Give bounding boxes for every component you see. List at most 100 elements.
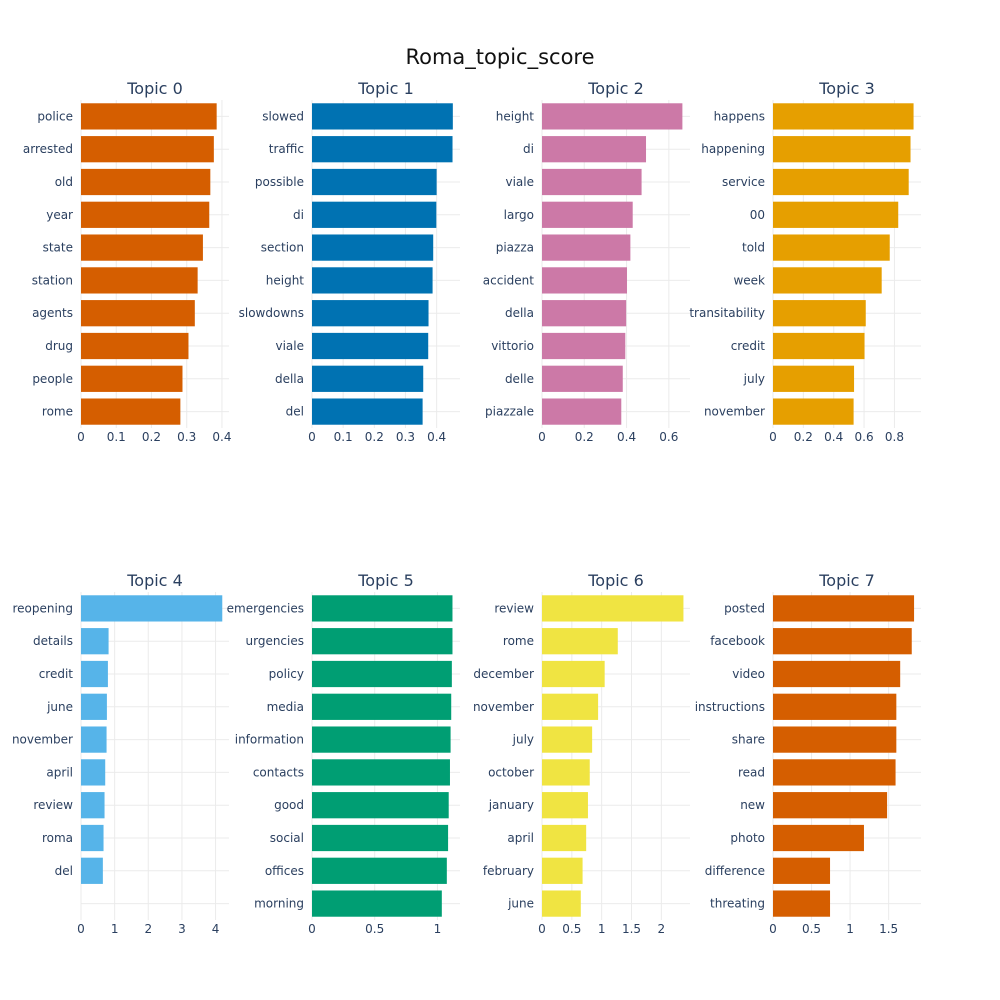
bar-policy xyxy=(312,660,452,688)
category-label: viale xyxy=(505,175,534,189)
bar-della xyxy=(542,300,627,327)
bar-video xyxy=(773,660,901,688)
x-tick-label: 0 xyxy=(77,922,85,936)
bar-told xyxy=(773,234,890,261)
bar-review xyxy=(81,792,105,819)
category-label: della xyxy=(505,306,534,320)
bar-police xyxy=(81,103,217,130)
x-tick-label: 0.6 xyxy=(855,430,874,444)
category-label: arrested xyxy=(23,142,73,156)
category-label: della xyxy=(275,372,304,386)
category-label: policy xyxy=(269,667,304,681)
bar-new xyxy=(773,792,888,819)
x-tick-label: 0.3 xyxy=(177,430,196,444)
category-label: photo xyxy=(730,831,765,845)
category-label: section xyxy=(261,241,304,255)
category-label: february xyxy=(483,864,534,878)
x-tick-label: 0 xyxy=(538,922,546,936)
bar-july xyxy=(773,365,855,392)
category-label: height xyxy=(496,109,535,123)
chart-title: Roma_topic_score xyxy=(405,45,594,70)
category-label: credit xyxy=(731,339,766,353)
category-label: july xyxy=(743,372,765,386)
bar-morning xyxy=(312,890,442,917)
category-label: urgencies xyxy=(246,634,305,648)
category-label: told xyxy=(742,241,765,255)
bar-possible xyxy=(312,168,437,196)
category-label: happening xyxy=(701,142,765,156)
x-tick-label: 0.2 xyxy=(365,430,384,444)
bar-old xyxy=(81,168,211,196)
panel-title: Topic 3 xyxy=(818,79,875,98)
bar-piazzale xyxy=(542,398,622,425)
x-tick-label: 0.2 xyxy=(142,430,161,444)
category-label: agents xyxy=(32,306,73,320)
bar-transitability xyxy=(773,300,866,327)
bar-november xyxy=(542,693,599,720)
bar-year xyxy=(81,201,210,228)
bar-00 xyxy=(773,201,899,228)
category-label: credit xyxy=(39,667,74,681)
x-tick-label: 1 xyxy=(111,922,119,936)
x-tick-label: 0 xyxy=(308,430,316,444)
x-tick-label: 0.1 xyxy=(107,430,126,444)
bar-february xyxy=(542,857,583,884)
x-tick-label: 0.2 xyxy=(794,430,813,444)
topic-panel-5: Topic 5 emergencies urgencies policy media in… xyxy=(227,571,460,936)
bar-agents xyxy=(81,300,195,327)
bar-reopening xyxy=(81,595,223,622)
x-tick-label: 2 xyxy=(144,922,152,936)
bar-photo xyxy=(773,824,864,852)
category-label: emergencies xyxy=(227,601,304,615)
topic-panel-4: Topic 4 reopening details credit june novembe… xyxy=(12,571,229,936)
bar-viale xyxy=(542,168,642,196)
bar-roma xyxy=(81,824,104,852)
bar-credit xyxy=(81,660,108,688)
bar-details xyxy=(81,628,109,655)
panel-title: Topic 5 xyxy=(357,571,414,590)
bar-difference xyxy=(773,857,831,884)
category-label: instructions xyxy=(695,700,765,714)
bar-posted xyxy=(773,595,915,622)
category-label: largo xyxy=(504,208,534,222)
x-tick-label: 0 xyxy=(538,430,546,444)
category-label: social xyxy=(270,831,304,845)
category-label: offices xyxy=(265,864,304,878)
category-label: information xyxy=(235,733,304,747)
category-label: media xyxy=(267,700,304,714)
bar-rome xyxy=(81,398,181,425)
topic-panel-7: Topic 7 posted facebook video instructions sh… xyxy=(695,571,921,936)
topic-panel-6: Topic 6 review rome december november july oct… xyxy=(473,571,690,936)
panel-title: Topic 0 xyxy=(126,79,183,98)
category-label: review xyxy=(494,601,534,615)
category-label: january xyxy=(488,798,534,812)
x-tick-label: 0.5 xyxy=(365,922,384,936)
category-label: share xyxy=(732,733,765,747)
category-label: facebook xyxy=(710,634,765,648)
bar-contacts xyxy=(312,759,450,786)
bar-june xyxy=(81,693,107,720)
bar-height xyxy=(542,103,683,130)
category-label: 00 xyxy=(750,208,765,222)
x-tick-label: 4 xyxy=(212,922,220,936)
bar-section xyxy=(312,234,434,261)
category-label: november xyxy=(473,700,534,714)
topic-panel-2: Topic 2 height di viale largo piazza accident d… xyxy=(483,79,690,444)
category-label: people xyxy=(32,372,73,386)
bar-happening xyxy=(773,136,911,163)
topic-panel-3: Topic 3 happens happening service 00 told week… xyxy=(689,79,921,444)
category-label: read xyxy=(738,765,765,779)
category-label: posted xyxy=(724,601,765,615)
bar-media xyxy=(312,693,452,720)
x-tick-label: 0.4 xyxy=(617,430,636,444)
x-tick-label: 0.6 xyxy=(659,430,678,444)
category-label: reopening xyxy=(12,601,73,615)
category-label: piazzale xyxy=(485,405,534,419)
bar-urgencies xyxy=(312,628,453,655)
bar-april xyxy=(542,824,587,852)
bar-october xyxy=(542,759,590,786)
x-tick-label: 2 xyxy=(658,922,666,936)
bar-traffic xyxy=(312,136,453,163)
panel-title: Topic 6 xyxy=(587,571,644,590)
bar-november xyxy=(773,398,854,425)
